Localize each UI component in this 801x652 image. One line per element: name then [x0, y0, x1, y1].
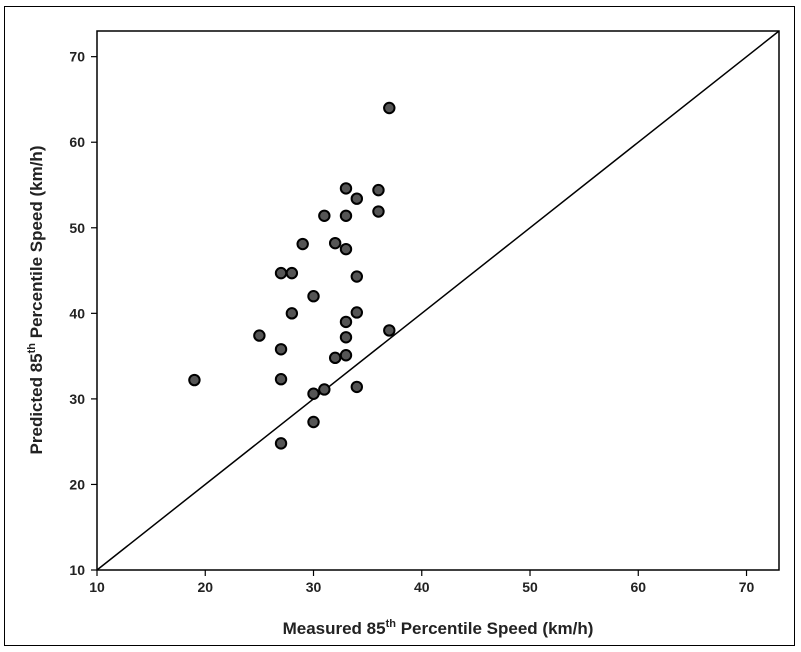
y-tick-label: 20	[69, 476, 85, 492]
data-point	[328, 351, 342, 365]
x-axis-label-sup: th	[386, 618, 397, 630]
y-axis-label-pre: Predicted 85	[27, 353, 46, 454]
reference-line-group	[96, 30, 780, 571]
data-point	[339, 315, 353, 329]
data-point	[274, 373, 288, 386]
data-point	[253, 329, 266, 342]
data-point	[318, 209, 331, 223]
x-tick-label: 50	[522, 579, 538, 595]
data-point	[188, 373, 201, 387]
data-point	[285, 266, 299, 280]
y-tick-label: 10	[69, 562, 85, 578]
data-point	[339, 182, 353, 195]
plot-area	[96, 30, 780, 571]
data-point	[339, 209, 353, 223]
x-axis-label-pre: Measured 85	[283, 619, 386, 638]
data-point	[307, 415, 320, 429]
data-point	[339, 349, 353, 362]
x-axis-label-post: Percentile Speed (km/h)	[396, 619, 593, 638]
data-point	[328, 236, 342, 250]
x-axis-label: Measured 85th Percentile Speed (km/h)	[283, 618, 594, 638]
data-point	[318, 383, 331, 396]
data-point	[274, 343, 288, 356]
y-tick-label: 50	[69, 220, 85, 236]
y-axis-label-sup: th	[26, 343, 38, 354]
reference-line	[96, 30, 780, 571]
x-tick-label: 40	[414, 579, 430, 595]
data-point	[350, 270, 364, 283]
data-point	[307, 387, 320, 400]
x-tick-label: 60	[630, 579, 646, 595]
data-point	[350, 306, 364, 319]
data-point	[339, 331, 353, 344]
figure-frame	[4, 6, 795, 646]
x-axis-ticks: 10 20 30 40 50 60 70	[89, 570, 755, 595]
data-point	[383, 101, 396, 115]
y-tick-label: 40	[69, 305, 85, 321]
data-point	[339, 242, 353, 256]
x-tick-label: 70	[739, 579, 755, 595]
data-point	[274, 266, 288, 280]
data-point	[307, 290, 320, 303]
data-point	[372, 183, 385, 197]
data-point	[296, 237, 309, 251]
y-tick-label: 30	[69, 391, 85, 407]
y-tick-label: 60	[69, 134, 85, 150]
x-tick-label: 30	[306, 579, 322, 595]
y-axis-ticks: 10 20 30 40 50 60 70	[69, 49, 97, 578]
data-point	[350, 380, 364, 394]
y-tick-label: 70	[69, 49, 85, 65]
data-point	[274, 437, 288, 450]
data-points	[188, 101, 396, 450]
y-axis-label-post: Percentile Speed (km/h)	[27, 146, 46, 343]
x-tick-label: 20	[197, 579, 213, 595]
data-point	[383, 324, 396, 337]
data-point	[285, 307, 299, 320]
data-point	[350, 192, 364, 205]
x-tick-label: 10	[89, 579, 105, 595]
data-point	[372, 205, 385, 218]
y-axis-label: Predicted 85th Percentile Speed (km/h)	[26, 146, 46, 455]
